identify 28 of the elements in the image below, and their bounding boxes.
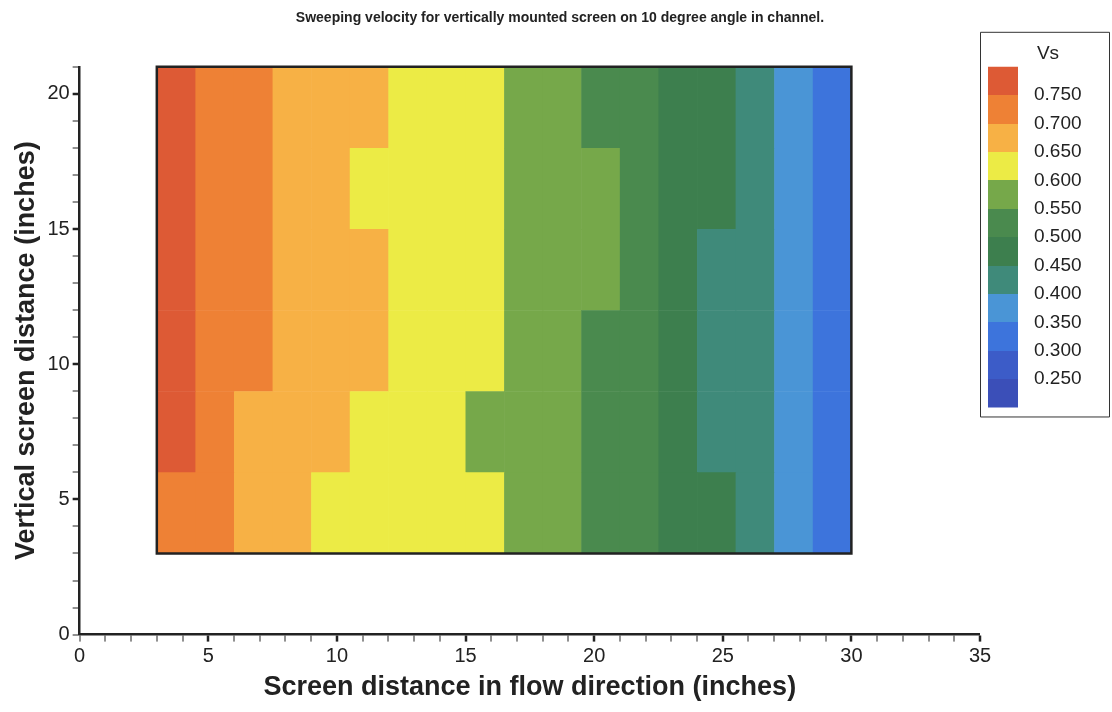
x-tick-label: 10 bbox=[325, 644, 349, 667]
y-tick-label: 10 bbox=[47, 351, 70, 374]
color-bar-title: Vs bbox=[1036, 41, 1060, 63]
color-bar-label: 0.600 bbox=[1034, 168, 1082, 190]
color-bar-label: 0.500 bbox=[1034, 225, 1082, 247]
color-bar-label: 0.400 bbox=[1034, 282, 1082, 304]
x-tick-label: 35 bbox=[968, 644, 992, 667]
chart-title: Sweeping velocity for vertically mounted screen on 10 degree angle in channel. bbox=[295, 9, 825, 26]
x-tick-label: 0 bbox=[74, 644, 86, 667]
x-tick-label: 15 bbox=[454, 644, 477, 667]
color-bar-label: 0.250 bbox=[1034, 367, 1082, 389]
color-bar-label: 0.350 bbox=[1034, 310, 1082, 332]
y-tick-label: 0 bbox=[58, 622, 70, 645]
y-tick-label: 15 bbox=[47, 216, 70, 239]
color-bar-label: 0.550 bbox=[1034, 196, 1082, 218]
y-tick-label: 20 bbox=[47, 81, 70, 104]
x-tick-label: 30 bbox=[840, 644, 863, 667]
color-bar-label: 0.300 bbox=[1034, 338, 1082, 360]
color-bar-label: 0.700 bbox=[1034, 111, 1082, 133]
color-bar-label: 0.650 bbox=[1034, 140, 1082, 162]
x-tick-label: 20 bbox=[583, 644, 606, 667]
color-bar-label: 0.450 bbox=[1034, 253, 1082, 275]
y-tick-label: 5 bbox=[58, 486, 70, 509]
x-axis-title: Screen distance in flow direction (inches) bbox=[263, 671, 797, 702]
x-tick-label: 25 bbox=[711, 644, 734, 667]
x-tick-label: 5 bbox=[202, 644, 214, 667]
color-bar-label: 0.750 bbox=[1034, 83, 1082, 105]
y-axis-title: Vertical screen distance (inches) bbox=[9, 141, 40, 561]
